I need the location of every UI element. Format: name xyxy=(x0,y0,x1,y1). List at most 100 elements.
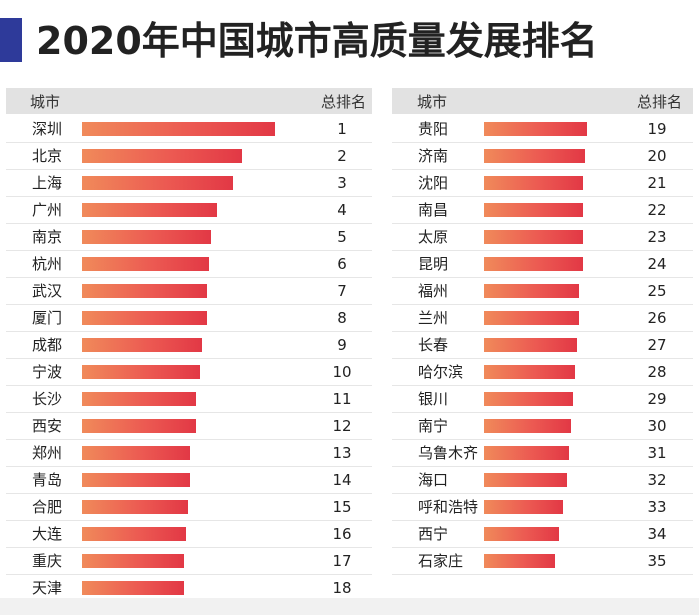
row-separator xyxy=(392,574,693,575)
bottom-band xyxy=(0,598,699,615)
rank-value: 18 xyxy=(332,579,352,597)
row-separator xyxy=(392,412,693,413)
city-label: 长春 xyxy=(418,336,449,354)
rank-value: 5 xyxy=(337,228,347,246)
row-separator xyxy=(6,466,372,467)
rank-value: 33 xyxy=(647,498,667,516)
rank-value: 1 xyxy=(337,120,347,138)
row-separator xyxy=(6,223,372,224)
row-separator xyxy=(6,304,372,305)
row-separator xyxy=(392,439,693,440)
header-city-right: 城市 xyxy=(417,93,448,111)
ranking-bar xyxy=(82,527,186,541)
ranking-bar xyxy=(82,176,233,190)
city-label: 南昌 xyxy=(418,201,449,219)
ranking-bar xyxy=(82,446,190,460)
city-label: 西宁 xyxy=(418,525,449,543)
row-separator xyxy=(392,466,693,467)
city-label: 南宁 xyxy=(418,417,449,435)
rank-value: 13 xyxy=(332,444,352,462)
ranking-bar xyxy=(82,392,196,406)
row-separator xyxy=(6,331,372,332)
city-label: 厦门 xyxy=(32,309,63,327)
header-band-right xyxy=(392,88,693,114)
city-label: 郑州 xyxy=(32,444,63,462)
city-label: 天津 xyxy=(32,579,63,597)
rank-value: 22 xyxy=(647,201,667,219)
ranking-bar xyxy=(484,473,567,487)
city-label: 青岛 xyxy=(32,471,63,489)
row-separator xyxy=(392,169,693,170)
rank-value: 15 xyxy=(332,498,352,516)
row-separator xyxy=(392,304,693,305)
city-label: 深圳 xyxy=(32,120,63,138)
rank-value: 35 xyxy=(647,552,667,570)
row-separator xyxy=(6,169,372,170)
ranking-bar xyxy=(484,176,583,190)
ranking-bar xyxy=(484,230,583,244)
ranking-bar xyxy=(484,203,583,217)
city-label: 银川 xyxy=(418,390,449,408)
city-label: 哈尔滨 xyxy=(418,363,464,381)
ranking-bar xyxy=(484,365,575,379)
ranking-bar xyxy=(82,473,190,487)
rank-value: 34 xyxy=(647,525,667,543)
header-city-left: 城市 xyxy=(30,93,61,111)
row-separator xyxy=(392,223,693,224)
rank-value: 19 xyxy=(647,120,667,138)
row-separator xyxy=(392,331,693,332)
ranking-bar xyxy=(484,527,559,541)
ranking-bar xyxy=(82,122,275,136)
ranking-bar xyxy=(484,311,579,325)
row-separator xyxy=(392,250,693,251)
ranking-bar xyxy=(82,203,217,217)
city-label: 西安 xyxy=(32,417,63,435)
rank-value: 17 xyxy=(332,552,352,570)
city-label: 广州 xyxy=(32,201,63,219)
row-separator xyxy=(392,385,693,386)
ranking-bar xyxy=(82,311,207,325)
city-label: 太原 xyxy=(418,228,449,246)
city-label: 石家庄 xyxy=(418,552,464,570)
city-label: 合肥 xyxy=(32,498,63,516)
rank-value: 14 xyxy=(332,471,352,489)
ranking-bar xyxy=(82,554,184,568)
city-label: 贵阳 xyxy=(418,120,449,138)
header-band-left xyxy=(6,88,372,114)
rank-value: 20 xyxy=(647,147,667,165)
ranking-bar xyxy=(82,284,207,298)
city-label: 重庆 xyxy=(32,552,63,570)
rank-value: 3 xyxy=(337,174,347,192)
city-label: 济南 xyxy=(418,147,449,165)
city-label: 海口 xyxy=(418,471,449,489)
ranking-bar xyxy=(82,365,200,379)
row-separator xyxy=(6,574,372,575)
row-separator xyxy=(6,277,372,278)
city-label: 兰州 xyxy=(418,309,449,327)
row-separator xyxy=(6,412,372,413)
rank-value: 4 xyxy=(337,201,347,219)
city-label: 武汉 xyxy=(32,282,63,300)
row-separator xyxy=(6,196,372,197)
ranking-bar xyxy=(484,338,577,352)
rank-value: 32 xyxy=(647,471,667,489)
city-label: 沈阳 xyxy=(418,174,449,192)
rank-value: 30 xyxy=(647,417,667,435)
ranking-bar xyxy=(484,149,585,163)
ranking-bar xyxy=(82,581,184,595)
ranking-bar xyxy=(484,122,587,136)
rank-value: 12 xyxy=(332,417,352,435)
title-accent-bar xyxy=(0,18,22,62)
rank-value: 29 xyxy=(647,390,667,408)
city-label: 宁波 xyxy=(32,363,63,381)
city-label: 成都 xyxy=(32,336,63,354)
row-separator xyxy=(6,142,372,143)
city-label: 大连 xyxy=(32,525,63,543)
ranking-bar xyxy=(82,257,209,271)
ranking-bar xyxy=(484,446,569,460)
rank-value: 7 xyxy=(337,282,347,300)
rank-value: 27 xyxy=(647,336,667,354)
rank-value: 2 xyxy=(337,147,347,165)
row-separator xyxy=(6,547,372,548)
city-label: 福州 xyxy=(418,282,449,300)
